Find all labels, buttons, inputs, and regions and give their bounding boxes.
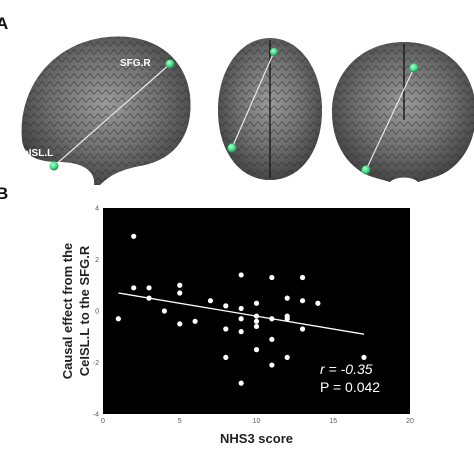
brain-panel: SFG.R CeISL.L A xyxy=(0,0,474,196)
panel-b-letter: B xyxy=(0,184,9,203)
stat-p-value: P = 0.042 xyxy=(320,379,380,395)
data-point xyxy=(223,354,229,360)
x-axis-title: NHS3 score xyxy=(220,431,293,446)
x-tick-label: 20 xyxy=(406,418,414,425)
ceisl-node xyxy=(49,161,59,171)
data-point xyxy=(223,303,229,309)
panel-a-letter: A xyxy=(0,14,9,33)
data-point xyxy=(253,318,260,324)
y-tick-label: 0 xyxy=(95,309,99,316)
y-axis-title-line2: CeISL.L to the SFG.R xyxy=(77,245,92,376)
regression-line xyxy=(118,292,365,335)
data-point xyxy=(131,285,137,291)
data-point xyxy=(284,316,290,322)
y-tick-label: 2 xyxy=(95,257,99,264)
data-point xyxy=(299,326,306,332)
data-point xyxy=(238,380,244,386)
data-point xyxy=(253,323,260,330)
data-point xyxy=(223,326,229,332)
x-tick-label: 0 xyxy=(101,418,105,425)
data-point xyxy=(238,329,244,335)
data-point xyxy=(284,295,290,301)
data-point xyxy=(299,298,306,304)
data-point xyxy=(284,354,290,360)
scatter-panel: B 0 5 10 15 20 4 2 0 -2 -4 r = -0.35 P = 0.042 NH… xyxy=(0,184,474,474)
axial-brain-view xyxy=(218,38,322,180)
data-point xyxy=(146,285,152,291)
connection-line xyxy=(53,63,171,167)
y-tick-label: -2 xyxy=(93,360,99,367)
coronal-brain-view xyxy=(332,42,474,182)
x-tick-label: 5 xyxy=(178,418,182,425)
data-point xyxy=(238,305,244,312)
data-point xyxy=(192,318,198,324)
x-tick-label: 15 xyxy=(329,418,337,425)
sfg-node xyxy=(409,63,419,73)
connection-line xyxy=(231,51,275,149)
sagittal-brain-view: SFG.R CeISL.L xyxy=(16,36,191,186)
data-point xyxy=(253,300,260,306)
data-point xyxy=(177,290,183,296)
connection-line xyxy=(365,67,415,171)
data-point xyxy=(315,300,321,306)
data-point xyxy=(131,233,137,239)
y-tick-label: -4 xyxy=(93,412,99,419)
ceisl-node xyxy=(227,143,237,153)
sfg-node xyxy=(165,59,175,69)
data-point xyxy=(238,316,244,322)
brain-views: SFG.R CeISL.L xyxy=(16,36,474,186)
data-point xyxy=(253,347,260,353)
y-axis-title-line1: Causal effect from the xyxy=(60,243,75,380)
sfg-node xyxy=(270,48,278,56)
plot-area xyxy=(103,208,410,414)
data-point xyxy=(207,298,214,304)
x-tick-label: 10 xyxy=(253,418,261,425)
ceisl-label: CeISL.L xyxy=(16,148,53,159)
stat-r-value: r = -0.35 xyxy=(320,361,373,377)
data-point xyxy=(269,362,275,368)
data-point xyxy=(361,354,367,360)
data-point xyxy=(269,336,275,342)
data-point xyxy=(269,274,275,281)
data-point xyxy=(177,321,183,327)
data-point xyxy=(115,316,121,322)
sfg-label: SFG.R xyxy=(120,58,151,69)
data-point xyxy=(177,282,183,288)
data-point xyxy=(299,274,306,281)
data-point xyxy=(161,308,167,314)
y-tick-label: 4 xyxy=(95,206,99,213)
ceisl-node xyxy=(361,165,371,175)
data-point xyxy=(238,272,244,278)
